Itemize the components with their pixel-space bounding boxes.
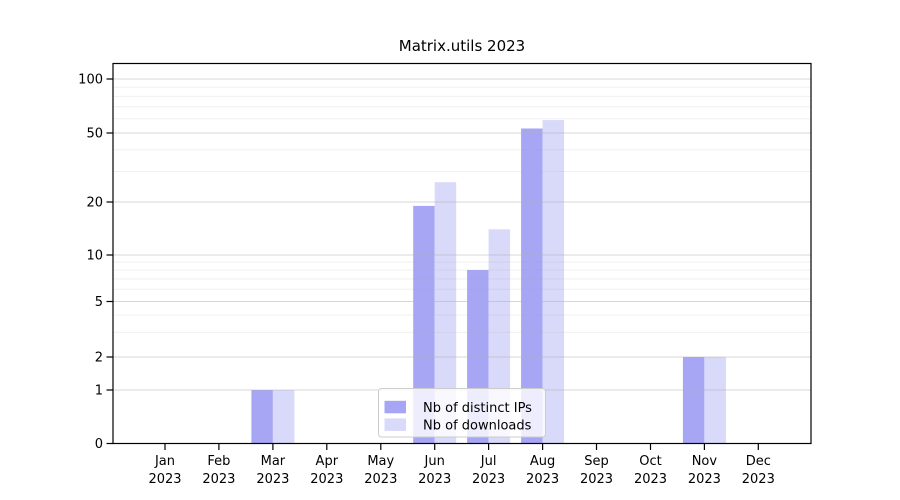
x-tick-label-year: 2023 — [310, 472, 343, 487]
x-tick-label-year: 2023 — [472, 472, 505, 487]
x-tick-label-month: May — [367, 454, 394, 469]
bar-nb-of-distinct-ips-mar-2023 — [251, 390, 273, 444]
x-tick-label-year: 2023 — [688, 472, 721, 487]
bar-nb-of-downloads-mar-2023 — [272, 390, 295, 444]
bar-nb-of-distinct-ips-aug-2023 — [521, 128, 543, 444]
x-tick-label-year: 2023 — [148, 472, 181, 487]
x-tick-label-year: 2023 — [202, 472, 235, 487]
legend-swatch-nb-of-distinct-ips — [384, 400, 406, 414]
y-tick-label: 1 — [95, 384, 103, 399]
x-tick-label-year: 2023 — [634, 472, 667, 487]
x-tick-label-year: 2023 — [580, 472, 613, 487]
legend-label: Nb of distinct IPs — [423, 401, 532, 416]
legend: Nb of distinct IPs Nb of downloads — [378, 388, 546, 438]
x-tick-label-month: Oct — [639, 454, 661, 469]
grid-layer — [113, 78, 811, 391]
legend-box — [378, 388, 546, 438]
y-tick-label: 2 — [95, 351, 103, 366]
y-tick-label: 5 — [95, 295, 103, 310]
y-tick-label: 50 — [86, 127, 103, 142]
chart-title: Matrix.utils 2023 — [399, 37, 525, 55]
x-tick-label-month: Jun — [424, 454, 445, 469]
x-tick-label-month: Feb — [207, 454, 230, 469]
x-tick-label-month: Nov — [692, 454, 718, 469]
x-tick-label-year: 2023 — [364, 472, 397, 487]
bar-nb-of-distinct-ips-jun-2023 — [413, 205, 435, 444]
x-tick-label-month: Dec — [746, 454, 771, 469]
plot-border — [112, 62, 812, 445]
x-tick-label-month: Sep — [584, 454, 609, 469]
x-tick-label-year: 2023 — [256, 472, 289, 487]
x-tick-label-year: 2023 — [526, 472, 559, 487]
bar-nb-of-downloads-aug-2023 — [542, 120, 565, 444]
y-tick-label: 100 — [78, 73, 103, 88]
axes-layer: 0 1 2 5 10 20 50 100 Jan 2023 Feb 2023 Mar 2023 Apr 202… — [78, 73, 775, 488]
x-tick-label-month: Jan — [154, 454, 175, 469]
bar-nb-of-downloads-nov-2023 — [704, 357, 726, 444]
x-tick-label-year: 2023 — [418, 472, 451, 487]
x-tick-label-year: 2023 — [742, 472, 775, 487]
y-tick-label: 0 — [95, 437, 103, 452]
x-tick-label-month: Mar — [261, 454, 286, 469]
legend-label: Nb of downloads — [423, 418, 532, 433]
y-tick-label: 10 — [86, 249, 103, 264]
x-tick-label-month: Jul — [480, 454, 497, 469]
x-tick-label-month: Apr — [316, 454, 339, 469]
x-tick-label-month: Aug — [530, 454, 555, 469]
y-tick-label: 20 — [86, 196, 103, 211]
legend-swatch-nb-of-downloads — [384, 418, 406, 431]
bar-nb-of-downloads-jun-2023 — [434, 182, 457, 444]
bar-nb-of-distinct-ips-nov-2023 — [682, 357, 705, 444]
